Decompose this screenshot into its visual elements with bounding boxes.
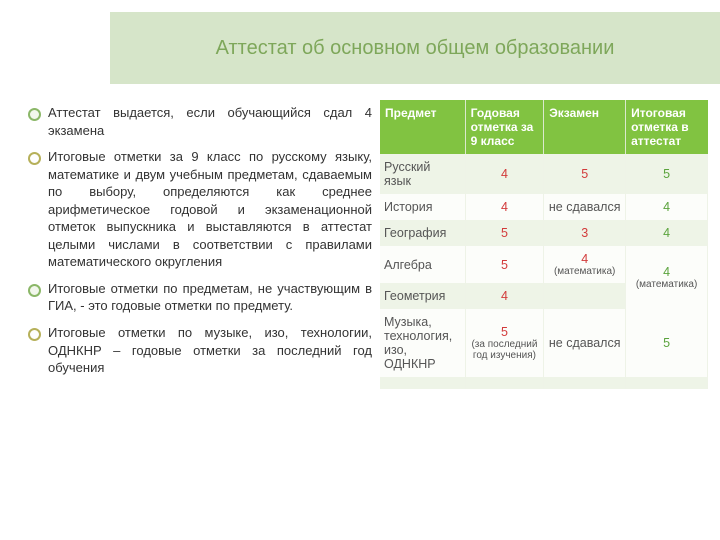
table-cell: не сдавался	[544, 194, 626, 220]
table-cell	[380, 377, 465, 389]
table-cell: 5	[626, 154, 708, 194]
table-cell	[626, 377, 708, 389]
table-cell: Музыка, технология, изо, ОДНКНР	[380, 309, 465, 377]
th-year: Годовая отметка за 9 класс	[465, 100, 544, 154]
table-cell: 5	[465, 246, 544, 283]
table-cell: 4	[626, 220, 708, 246]
table-cell: не сдавался	[544, 309, 626, 377]
table-row: Русский язык455	[380, 154, 708, 194]
table-cell: 4	[626, 194, 708, 220]
bullet-item: Итоговые отметки по музыке, изо, техноло…	[46, 324, 372, 377]
bullet-list: Аттестат выдается, если обучающийся сдал…	[24, 104, 372, 377]
table-cell: География	[380, 220, 465, 246]
table-cell: 4(математика)	[544, 246, 626, 283]
table-cell: 3	[544, 220, 626, 246]
slide: Аттестат об основном общем образовании А…	[0, 0, 720, 540]
slide-body: Аттестат выдается, если обучающийся сдал…	[0, 100, 720, 540]
table-cell: 4(математика)	[626, 246, 708, 309]
table-cell: Геометрия	[380, 283, 465, 309]
table-cell: 4	[465, 283, 544, 309]
table-cell: Русский язык	[380, 154, 465, 194]
slide-title: Аттестат об основном общем образовании	[216, 37, 615, 60]
table-cell	[544, 377, 626, 389]
table-cell: 4	[465, 194, 544, 220]
table-row: Алгебра54(математика)4(математика)	[380, 246, 708, 283]
table-cell: 5	[465, 220, 544, 246]
bullets-panel: Аттестат выдается, если обучающийся сдал…	[0, 100, 380, 540]
bullet-item: Итоговые отметки за 9 класс по русскому …	[46, 148, 372, 271]
table-body: Русский язык455История4не сдавался4Геогр…	[380, 154, 708, 389]
table-row: История4не сдавался4	[380, 194, 708, 220]
table-cell	[544, 283, 626, 309]
table-row: Музыка, технология, изо, ОДНКНР5(за посл…	[380, 309, 708, 377]
table-cell: 5(за последний год изучения)	[465, 309, 544, 377]
table-cell: История	[380, 194, 465, 220]
table-cell: Алгебра	[380, 246, 465, 283]
table-cell	[465, 377, 544, 389]
table-row: География534	[380, 220, 708, 246]
table-cell: 5	[544, 154, 626, 194]
th-subject: Предмет	[380, 100, 465, 154]
table-panel: Предмет Годовая отметка за 9 класс Экзам…	[380, 100, 720, 540]
th-exam: Экзамен	[544, 100, 626, 154]
table-cell: 4	[465, 154, 544, 194]
table-cell: 5	[626, 309, 708, 377]
table-row	[380, 377, 708, 389]
bullet-item: Аттестат выдается, если обучающийся сдал…	[46, 104, 372, 139]
grades-table: Предмет Годовая отметка за 9 класс Экзам…	[380, 100, 708, 389]
bullet-item: Итоговые отметки по предметам, не участв…	[46, 280, 372, 315]
title-band: Аттестат об основном общем образовании	[110, 12, 720, 84]
table-header-row: Предмет Годовая отметка за 9 класс Экзам…	[380, 100, 708, 154]
th-final: Итоговая отметка в аттестат	[626, 100, 708, 154]
